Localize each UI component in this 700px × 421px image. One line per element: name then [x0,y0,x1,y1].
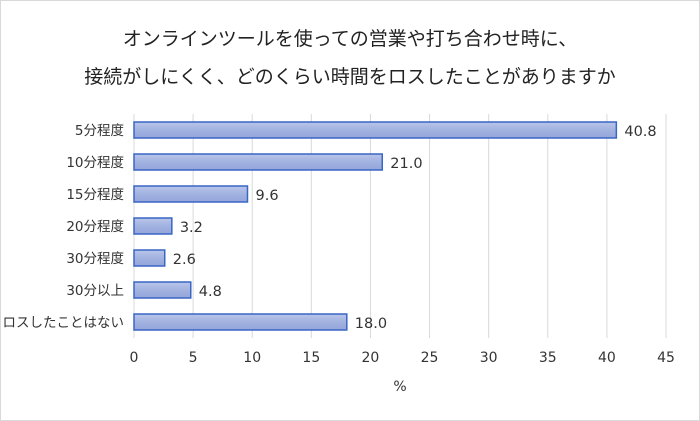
x-tick-label: 5 [189,350,198,366]
data-label: 4.8 [199,284,222,300]
category-label: 15分程度 [66,187,124,203]
category-label: 5分程度 [75,123,124,139]
x-tick-label: 45 [657,350,675,366]
data-label: 40.8 [624,124,656,140]
x-tick-label: 10 [243,350,261,366]
bar [133,249,166,267]
x-tick-label: 40 [598,350,616,366]
bar [133,217,173,235]
data-label: 2.6 [173,252,196,268]
category-label: 30分以上 [66,283,124,299]
bar [133,121,618,139]
chart-title-line-2: 接続がしにくく、どのくらい時間をロスしたことがありますか [84,66,616,88]
category-label: 20分程度 [66,219,124,235]
data-label: 3.2 [180,220,203,236]
x-tick-label: 20 [362,350,380,366]
bar [133,153,384,171]
category-label: 10分程度 [66,155,124,171]
x-tick-label: 35 [539,350,557,366]
x-tick-label: 0 [130,350,139,366]
x-tick-label: 30 [480,350,498,366]
x-axis-label: % [393,379,406,395]
bar [133,313,348,331]
category-label: 30分程度 [66,251,124,267]
x-tick-label: 25 [421,350,439,366]
data-label: 9.6 [255,188,278,204]
category-label: ロスしたことはない [3,315,125,331]
bar [133,281,192,299]
x-tick-label: 15 [302,350,320,366]
data-label: 18.0 [355,316,387,332]
bar [133,185,249,203]
data-label: 21.0 [390,156,422,172]
chart-title-line-1: オンラインツールを使っての営業や打ち合わせ時に、 [122,28,578,50]
